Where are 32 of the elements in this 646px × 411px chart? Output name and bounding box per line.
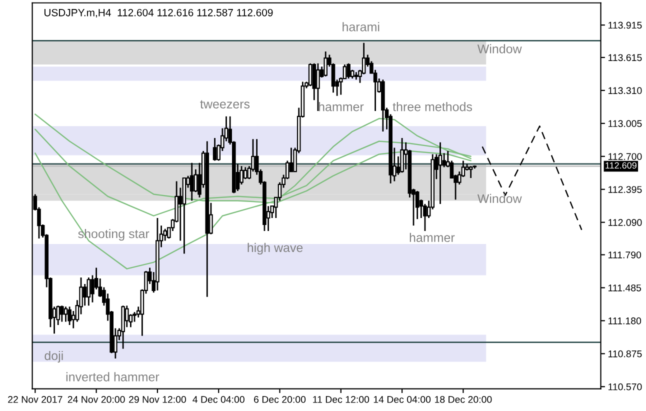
annotation: harami [342,22,380,32]
annotation: high wave [248,242,303,255]
x-tick-label: 24 Nov 20:00 [68,396,125,403]
chart-title: USDJPY.m,H4 112.604 112.616 112.587 112.609 [44,8,273,18]
x-tick-label: 29 Nov 12:00 [129,396,186,403]
x-tick-label: 4 Dec 04:00 [192,396,244,403]
annotation: tweezers [200,100,250,109]
annotation: three methods [392,102,472,112]
x-tick-label: 14 Dec 04:00 [374,396,431,403]
annotation: Window [477,44,522,54]
annotation: doji [44,350,63,363]
y-tick-label: 112.395 [608,186,642,193]
y-tick-label: 111.790 [608,251,642,258]
x-tick-label: 22 Nov 2017 [8,396,62,403]
y-tick-label: 113.915 [608,22,642,29]
y-tick-label: 110.875 [608,350,642,358]
x-tick-label: 18 Dec 20:00 [435,396,492,403]
annotation: inverted hammer [66,372,160,382]
y-tick-label: 112.700 [608,153,642,160]
ref-line-label: 112.609 [606,162,636,169]
y-tick-label: 113.310 [608,87,642,94]
x-tick-label: 6 Dec 20:00 [254,396,306,403]
y-tick-label: 111.180 [608,317,642,324]
x-tick-label: 11 Dec 12:00 [313,396,370,403]
y-tick-label: 110.570 [608,383,642,390]
y-tick-label: 113.005 [608,120,642,128]
y-tick-label: 112.090 [608,219,642,226]
annotation: hammer [410,232,455,242]
y-tick-label: 111.485 [608,284,642,292]
annotation: hammer [318,102,364,112]
y-tick-label: 113.615 [608,54,642,62]
annotation: Window [477,194,522,204]
